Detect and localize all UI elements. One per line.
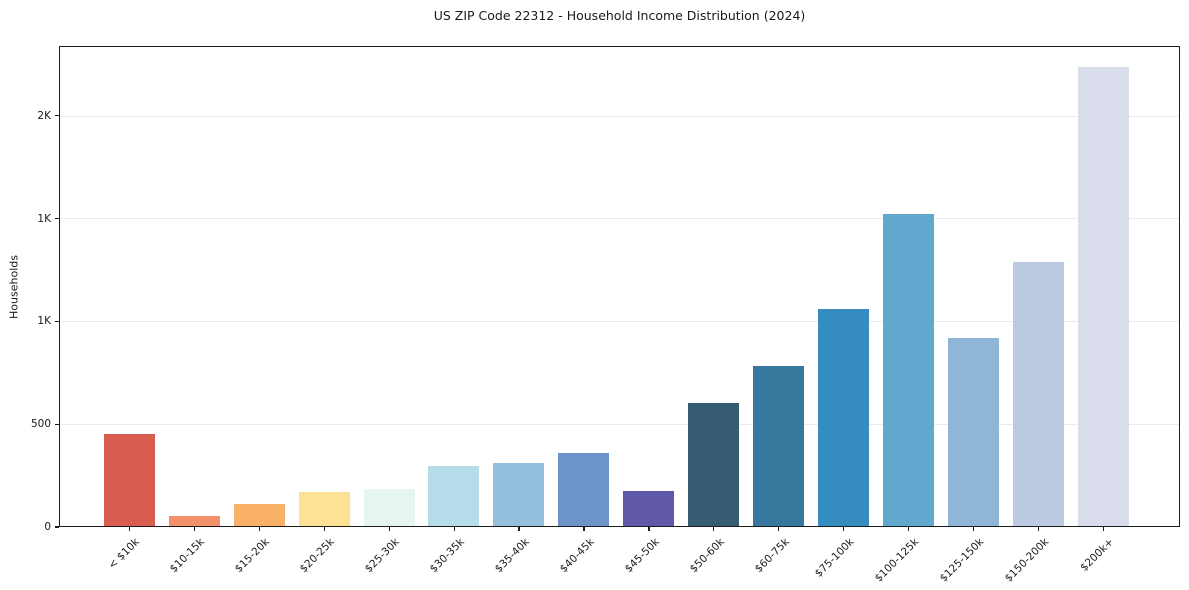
bar (558, 453, 610, 526)
x-tick-mark (453, 527, 455, 531)
x-tick-label: $40-45k (557, 536, 597, 576)
x-tick-mark (518, 527, 520, 531)
x-tick-mark (1102, 527, 1105, 531)
x-tick-label: $20-25k (297, 536, 337, 576)
bar (103, 433, 155, 526)
y-tick-label: 0 (44, 521, 51, 533)
y-tick-mark (55, 218, 59, 220)
bar (688, 402, 740, 526)
bar (947, 337, 999, 526)
gridline (60, 115, 1179, 117)
x-tick-mark (388, 527, 390, 531)
bar (493, 463, 545, 526)
x-tick-label: $200k+ (1078, 536, 1116, 574)
x-tick-label: $50-60k (687, 536, 727, 576)
x-tick-mark (713, 527, 715, 531)
gridline (60, 218, 1179, 220)
x-tick-label: $60-75k (752, 536, 792, 576)
x-tick-label: $45-50k (622, 536, 662, 576)
x-tick-label: $125-150k (937, 536, 987, 585)
x-tick-label: $150-200k (1002, 536, 1052, 585)
x-tick-label: $30-35k (427, 536, 467, 576)
x-tick-mark (648, 527, 650, 531)
plot-area (59, 46, 1180, 527)
gridline (60, 424, 1179, 426)
x-tick-label: $15-20k (232, 536, 272, 576)
x-tick-mark (193, 527, 196, 531)
x-tick-mark (1037, 527, 1040, 531)
bar (233, 504, 285, 526)
x-tick-mark (583, 527, 585, 531)
bar (363, 489, 415, 526)
y-tick-label: 500 (30, 418, 51, 431)
x-tick-label: $100-125k (872, 536, 922, 585)
y-tick-mark (55, 320, 59, 323)
x-tick-mark (128, 527, 131, 531)
x-tick-mark (972, 527, 975, 531)
x-tick-label: $10-15k (167, 536, 207, 576)
x-tick-mark (778, 527, 780, 531)
bar (1077, 66, 1129, 526)
y-tick-label: 1K (37, 315, 51, 328)
bar (428, 466, 480, 526)
y-tick-mark (55, 423, 59, 425)
y-tick-mark (55, 115, 59, 117)
x-tick-mark (843, 527, 845, 531)
bar (1012, 261, 1064, 526)
gridline (60, 321, 1179, 323)
bar (882, 213, 934, 526)
bar (298, 492, 350, 526)
x-tick-mark (258, 527, 260, 531)
x-tick-mark (323, 527, 325, 531)
y-tick-label: 2K (37, 109, 51, 122)
bar (168, 515, 220, 526)
x-tick-label: $25-30k (362, 536, 402, 576)
x-tick-label: $35-40k (492, 536, 532, 576)
x-tick-label: < $10k (106, 536, 142, 572)
x-tick-label: $75-100k (812, 536, 857, 580)
chart-title: US ZIP Code 22312 - Household Income Dis… (433, 8, 806, 23)
x-tick-mark (908, 527, 910, 531)
y-axis-label: Households (7, 255, 21, 319)
bar (623, 491, 675, 526)
bar (753, 365, 805, 526)
y-tick-label: 1K (37, 212, 51, 225)
bar (818, 309, 870, 526)
y-tick-mark (55, 526, 59, 528)
